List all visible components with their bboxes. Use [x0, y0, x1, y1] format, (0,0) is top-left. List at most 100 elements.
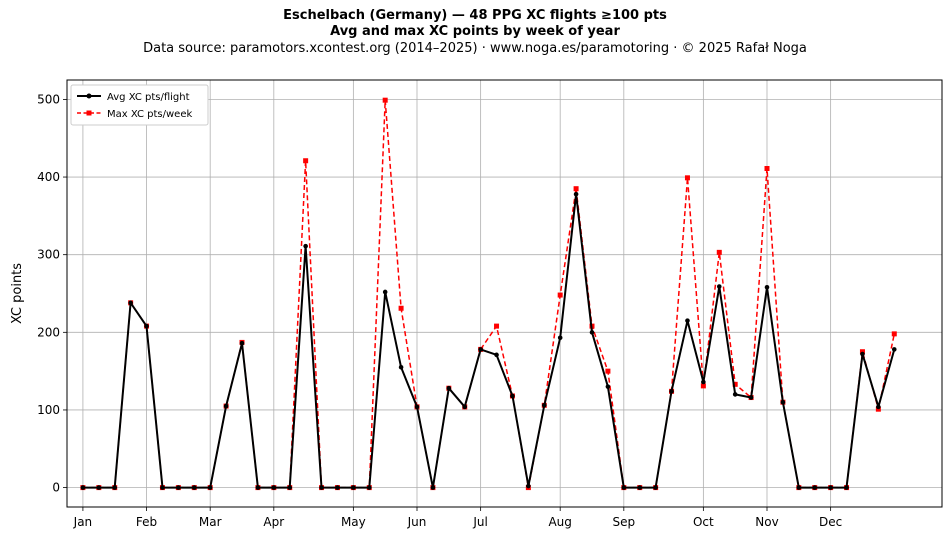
point-avg [430, 485, 436, 490]
point-max [700, 383, 706, 389]
point-max [398, 305, 404, 311]
x-tick-label: Dec [819, 515, 842, 529]
point-avg [335, 485, 340, 490]
chart-title: Eschelbach (Germany) — 48 PPG XC flights… [283, 8, 667, 23]
point-avg [526, 483, 531, 489]
point-avg [382, 289, 388, 295]
point-avg [494, 352, 499, 358]
point-avg [160, 485, 165, 490]
legend-label-avg: Avg XC pts/flight [107, 92, 190, 103]
point-avg [207, 485, 213, 490]
x-tick-label: Oct [693, 515, 714, 529]
point-avg [478, 347, 483, 352]
point-avg [176, 485, 181, 490]
point-avg [732, 392, 738, 397]
plot-frame [66, 79, 943, 508]
chart-source: Data source: paramotors.xcontest.org (20… [143, 41, 807, 56]
x-tick-label: Jun [407, 515, 427, 529]
x-tick-label: May [341, 515, 366, 529]
point-max [684, 175, 690, 181]
y-axis-label: XC points [10, 263, 25, 324]
point-avg [589, 330, 595, 335]
x-tick-label: Apr [263, 515, 284, 529]
series-line-max [82, 99, 896, 489]
point-max [573, 186, 579, 192]
point-avg [462, 404, 468, 410]
series-line-avg [82, 193, 896, 489]
point-avg [780, 399, 786, 405]
point-avg [605, 384, 611, 389]
point-avg [669, 389, 674, 394]
point-avg [287, 485, 293, 490]
point-max [303, 158, 309, 164]
point-avg [557, 335, 563, 341]
chart-titles: Eschelbach (Germany) — 48 PPG XC flights… [0, 8, 950, 57]
x-tick-label: Jul [472, 515, 487, 529]
point-avg [112, 485, 118, 490]
point-avg [255, 485, 261, 490]
y-tick-label: 200 [37, 325, 60, 339]
point-max [605, 368, 611, 374]
point-avg [271, 485, 277, 490]
point-avg [764, 284, 770, 290]
point-avg [191, 485, 197, 490]
point-avg [812, 485, 818, 490]
point-max [875, 406, 881, 412]
point-max [557, 292, 563, 298]
point-max [732, 381, 738, 387]
point-avg [573, 191, 579, 197]
point-avg [844, 485, 849, 490]
point-avg [653, 485, 658, 490]
point-avg [398, 364, 404, 370]
point-max [859, 349, 865, 355]
y-tick-label: 300 [37, 248, 60, 262]
point-avg [716, 284, 722, 289]
legend-marker-max [86, 110, 92, 116]
y-tick-label: 500 [37, 92, 60, 106]
point-avg [446, 385, 452, 391]
axis-ticks: 0 100 200 300 400 500 Jan Feb Mar Apr May Jun Jul Aug… [37, 92, 842, 529]
point-avg [541, 402, 547, 408]
point-max [382, 97, 388, 103]
point-avg [223, 403, 229, 409]
point-max [891, 331, 897, 337]
legend: Avg XC pts/flight Max XC pts/week [70, 84, 209, 126]
chart-subtitle: Avg and max XC points by week of year [330, 24, 620, 39]
y-tick-label: 400 [37, 170, 60, 184]
point-max [494, 323, 500, 329]
x-tick-label: Mar [199, 515, 222, 529]
point-avg [366, 485, 372, 490]
x-tick-label: Nov [755, 515, 778, 529]
x-tick-label: Jan [73, 515, 93, 529]
point-avg [144, 323, 149, 329]
x-tick-label: Feb [136, 515, 157, 529]
grid [67, 80, 942, 507]
point-avg [128, 300, 133, 306]
legend-marker-avg [86, 93, 92, 99]
series-layer [80, 97, 897, 491]
legend-box [70, 84, 209, 126]
point-avg [351, 485, 356, 490]
point-avg [637, 485, 643, 490]
point-avg [319, 485, 324, 490]
x-tick-label: Sep [613, 515, 636, 529]
point-avg [876, 404, 881, 410]
point-avg [828, 485, 833, 490]
y-tick-label: 100 [37, 403, 60, 417]
point-avg [748, 395, 754, 400]
point-avg [796, 485, 802, 490]
point-avg [860, 351, 865, 357]
legend-label-max: Max XC pts/week [107, 109, 192, 120]
point-max [764, 166, 770, 172]
point-avg [80, 485, 86, 490]
x-tick-label: Aug [548, 515, 571, 529]
point-avg [891, 347, 897, 352]
point-avg [510, 393, 515, 399]
point-avg [621, 485, 627, 490]
point-avg [685, 318, 690, 323]
point-avg [414, 404, 420, 410]
point-avg [96, 485, 102, 490]
y-tick-label: 0 [52, 481, 60, 495]
point-avg [701, 379, 706, 385]
point-avg [303, 243, 308, 249]
